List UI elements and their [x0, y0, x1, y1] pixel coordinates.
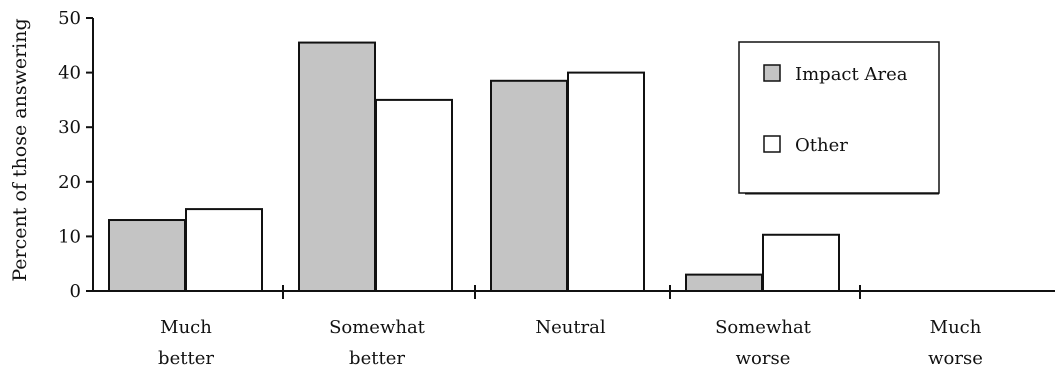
- category-label: better: [158, 348, 214, 369]
- legend-swatch-other: [763, 135, 781, 153]
- bars: [108, 41, 840, 293]
- y-tick-label: 20: [58, 172, 81, 193]
- legend: Impact Area Other: [738, 41, 940, 195]
- bar-other-1: [375, 98, 453, 293]
- bar-impact-area-2: [490, 79, 568, 293]
- category-label: Somewhat: [329, 317, 426, 338]
- bar-other-0: [185, 208, 263, 293]
- bar-impact-area-0: [108, 219, 186, 293]
- bar-other-2: [567, 71, 645, 292]
- bar-impact-area-1: [298, 41, 376, 292]
- category-label: Much: [160, 317, 212, 338]
- category-label: Somewhat: [715, 317, 812, 338]
- y-axis: 0 10 20 30 40 50: [58, 8, 94, 302]
- bar-impact-area-3: [685, 273, 763, 292]
- category-label: better: [349, 348, 405, 369]
- category-label: worse: [736, 348, 791, 369]
- y-axis-label: Percent of those answering: [9, 18, 31, 281]
- category-label: Neutral: [535, 317, 606, 338]
- y-tick-label: 10: [58, 226, 81, 247]
- category-label: worse: [928, 348, 983, 369]
- bar-other-3: [762, 233, 840, 292]
- category-labels: Much better Somewhat better Neutral Somewhat w…: [158, 317, 983, 369]
- y-tick-label: 50: [58, 8, 81, 29]
- y-tick-label: 40: [58, 63, 81, 84]
- legend-swatch-impact-area: [763, 64, 781, 82]
- y-tick-label: 30: [58, 117, 81, 138]
- y-tick-label: 0: [70, 281, 81, 302]
- legend-label-impact-area: Impact Area: [795, 64, 908, 85]
- category-label: Much: [930, 317, 982, 338]
- legend-label-other: Other: [795, 135, 848, 156]
